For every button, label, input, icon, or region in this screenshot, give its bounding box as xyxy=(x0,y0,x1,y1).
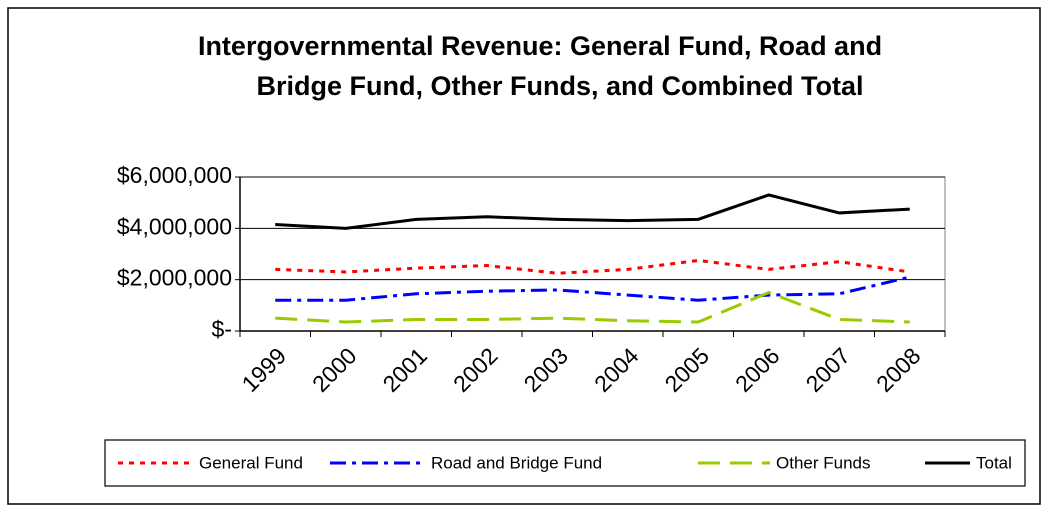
series-line xyxy=(275,258,910,275)
legend-label: Other Funds xyxy=(776,453,871,472)
series-line xyxy=(275,275,911,302)
chart-title: Bridge Fund, Other Funds, and Combined T… xyxy=(257,71,864,101)
y-tick-label: $4,000,000 xyxy=(117,213,232,239)
legend-label: Total xyxy=(976,453,1012,472)
legend-box xyxy=(104,439,1026,487)
chart-title: Intergovernmental Revenue: General Fund,… xyxy=(198,31,882,61)
series-line xyxy=(275,290,910,324)
legend-label: Road and Bridge Fund xyxy=(431,453,602,472)
chart-border xyxy=(7,7,1041,505)
y-tick-label: $6,000,000 xyxy=(117,162,232,188)
y-tick-label: $2,000,000 xyxy=(117,265,232,291)
y-tick-label: $- xyxy=(212,316,232,342)
legend-label: General Fund xyxy=(199,453,303,472)
series-line xyxy=(275,193,910,230)
